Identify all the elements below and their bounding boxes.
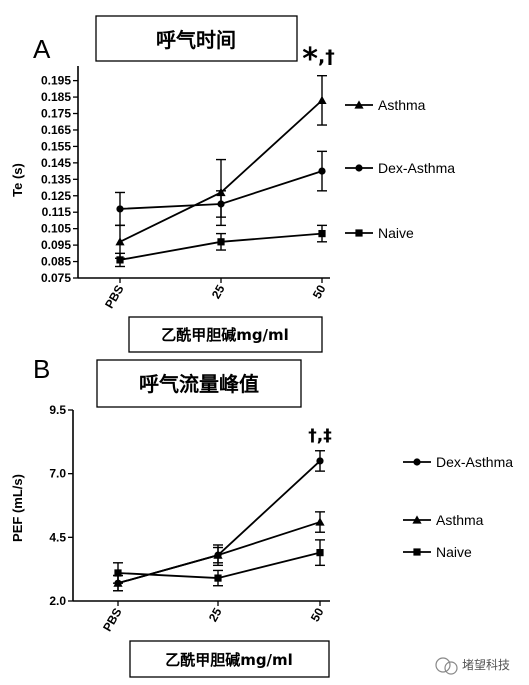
data-point <box>316 457 324 465</box>
y-tick-label: 0.145 <box>41 156 71 170</box>
legend-marker <box>355 164 363 172</box>
legend-marker <box>412 515 422 524</box>
y-tick-label: 0.175 <box>41 107 71 121</box>
y-tick-label: 0.115 <box>42 205 72 219</box>
series-naive <box>113 539 325 587</box>
legend-marker <box>354 100 364 109</box>
panel-a-xlabel-box <box>128 316 323 353</box>
y-tick-label: 4.5 <box>49 530 66 544</box>
data-point <box>315 517 325 526</box>
y-tick-label: 9.5 <box>49 403 66 417</box>
panel-a-title-box <box>95 15 298 62</box>
legend-marker <box>413 458 421 466</box>
y-tick-label: 0.075 <box>41 271 71 285</box>
panel-b-letter: B <box>33 354 50 384</box>
y-tick-label: 0.165 <box>41 123 71 137</box>
panel-a-plot: 0.075 0.085 0.095 0.105 0.115 0.125 0.135 0.145… <box>41 42 335 311</box>
legend-item-naive: Naive <box>403 544 472 560</box>
y-tick-label: 0.085 <box>41 255 71 269</box>
x-tick-label: 50 <box>308 605 327 624</box>
legend-label: Dex-Asthma <box>436 454 513 470</box>
legend-item-naive: Naive <box>345 225 414 241</box>
panel-b-ylabel: PEF (mL/s) <box>10 474 25 542</box>
data-point <box>318 229 326 238</box>
x-tick-label: PBS <box>102 283 126 311</box>
watermark: 堵望科技 <box>435 657 510 675</box>
significance-star: * <box>302 42 318 77</box>
series-asthma <box>115 74 327 259</box>
data-point <box>217 238 225 246</box>
y-tick-label: 7.0 <box>49 467 66 481</box>
data-point <box>214 574 222 582</box>
legend-marker <box>355 229 363 237</box>
panel-b-legend: Dex-Asthma Asthma Naive <box>403 454 513 560</box>
significance-marker: * ,† <box>302 42 334 77</box>
y-tick-label: 0.105 <box>41 222 71 236</box>
significance-symbols: †,‡ <box>308 426 331 446</box>
x-tick-label: 50 <box>310 282 329 301</box>
y-tick-label: 0.135 <box>41 172 71 186</box>
panel-a-xlabel: 乙酰甲胆碱mg/ml <box>161 326 289 344</box>
panel-a-title: 呼气时间 <box>156 28 236 52</box>
legend-item-dex-asthma: Dex-Asthma <box>403 454 513 470</box>
y-tick-label: 0.155 <box>41 139 71 153</box>
significance-marker: †,‡ <box>308 426 331 446</box>
y-tick-label: 0.125 <box>41 189 71 203</box>
data-point <box>114 569 122 577</box>
data-point <box>316 549 324 557</box>
y-tick-label: 0.095 <box>41 238 71 252</box>
legend-label: Naive <box>378 225 414 241</box>
wechat-icon <box>435 657 451 673</box>
panel-b-title: 呼气流量峰值 <box>139 372 259 396</box>
data-point <box>116 256 124 264</box>
panel-b-title-box <box>96 359 302 408</box>
data-point <box>317 95 327 104</box>
data-point <box>217 200 225 208</box>
series-naive <box>115 224 327 268</box>
data-point <box>213 550 223 559</box>
panel-a-letter: A <box>33 34 51 64</box>
legend-label: Asthma <box>436 512 484 528</box>
panel-b-plot: 2.0 4.5 7.0 9.5 PBS 25 50 †,‡ <box>49 403 331 634</box>
legend-label: Dex-Asthma <box>378 160 455 176</box>
x-tick-label: PBS <box>100 606 124 634</box>
legend-label: Naive <box>436 544 472 560</box>
legend-item-asthma: Asthma <box>403 512 484 528</box>
x-tick-label: 25 <box>209 282 228 301</box>
legend-item-asthma: Asthma <box>345 97 426 113</box>
panel-b: B 呼气流量峰值 乙酰甲胆碱mg/ml PEF (mL/s) 2.0 4.5 7.0… <box>10 354 513 678</box>
significance-suffix: ,† <box>318 46 335 68</box>
y-tick-label: 0.195 <box>41 74 71 88</box>
x-tick-label: 25 <box>206 605 225 624</box>
legend-label: Asthma <box>378 97 426 113</box>
legend-marker <box>413 548 421 556</box>
series-dex-asthma <box>115 150 327 227</box>
panel-a: A 呼气时间 乙酰甲胆碱mg/ml Te (s) 0.075 0.085 0.095… <box>10 15 455 353</box>
y-tick-label: 0.185 <box>41 90 71 104</box>
data-point <box>318 167 326 175</box>
legend-item-dex-asthma: Dex-Asthma <box>345 160 455 176</box>
wechat-icon-secondary <box>444 661 458 675</box>
data-point <box>115 237 125 246</box>
panel-b-xlabel-box <box>129 640 330 678</box>
data-point <box>116 205 124 213</box>
panel-a-ylabel: Te (s) <box>10 163 25 197</box>
watermark-text: 堵望科技 <box>462 658 510 672</box>
panel-b-xlabel: 乙酰甲胆碱mg/ml <box>165 651 293 669</box>
panel-a-legend: Asthma Dex-Asthma Naive <box>345 97 455 241</box>
y-tick-label: 2.0 <box>49 594 66 608</box>
